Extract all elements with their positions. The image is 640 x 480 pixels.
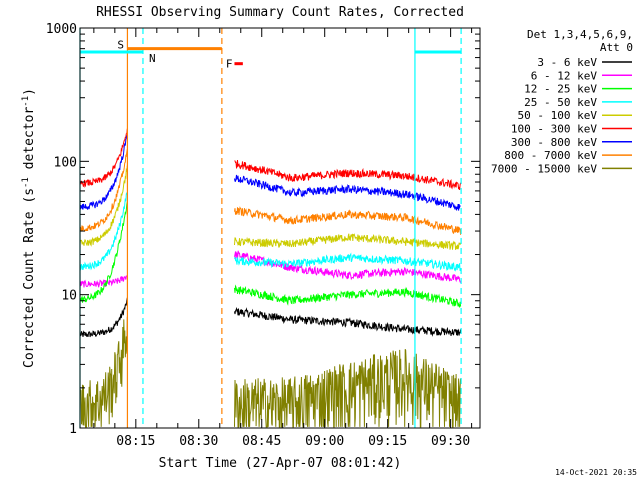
y-tick-label: 1000 — [46, 22, 77, 37]
series-line — [234, 159, 462, 190]
series-line — [79, 275, 128, 288]
series-line — [79, 297, 128, 338]
series-line — [79, 316, 128, 428]
series-line — [234, 348, 462, 428]
legend-header-attenuator: Att 0 — [600, 41, 633, 54]
legend-entry-label: 6 - 12 keV — [531, 69, 598, 82]
series-line — [234, 206, 462, 235]
legend-header-detectors: Det 1,3,4,5,6,9, — [527, 28, 633, 41]
series-line — [234, 250, 461, 283]
x-tick-label: 09:00 — [305, 434, 344, 449]
series-line — [79, 191, 128, 271]
y-axis-label: Corrected Count Rate (s-1 detector-1) — [21, 88, 37, 368]
annotation-label: S — [117, 39, 124, 52]
series-line — [234, 284, 462, 308]
legend-entry-label: 800 - 7000 keV — [504, 149, 597, 162]
legend-entry-label: 100 - 300 keV — [511, 123, 597, 136]
y-tick-label: 1 — [69, 422, 77, 437]
annotation-label: F — [226, 58, 233, 71]
series-line — [234, 233, 462, 250]
y-tick-label: 10 — [61, 289, 77, 304]
legend-entry-label: 50 - 100 keV — [518, 109, 598, 122]
footer-timestamp: 14-Oct-2021 20:35 — [555, 468, 637, 477]
series-line — [79, 165, 128, 247]
series-line — [234, 174, 461, 211]
x-tick-label: 08:30 — [179, 434, 218, 449]
series-line — [79, 201, 128, 303]
legend-entry-label: 3 - 6 keV — [537, 56, 597, 69]
series-line — [234, 252, 462, 272]
x-tick-label: 09:15 — [368, 434, 407, 449]
legend-entry-label: 12 - 25 keV — [524, 83, 597, 96]
data-layer — [79, 128, 462, 428]
y-tick-label: 100 — [54, 155, 77, 170]
x-tick-label: 09:30 — [431, 434, 470, 449]
series-line — [79, 128, 128, 188]
x-tick-label: 08:45 — [242, 434, 281, 449]
legend-entry-label: 7000 - 15000 keV — [491, 162, 597, 175]
series-line — [79, 149, 128, 232]
x-axis-label: Start Time (27-Apr-07 08:01:42) — [159, 456, 402, 471]
x-tick-label: 08:15 — [116, 434, 155, 449]
series-line — [234, 306, 462, 337]
legend-entry-label: 300 - 800 keV — [511, 136, 597, 149]
series-line — [79, 135, 128, 210]
plot-frame — [79, 27, 481, 429]
legend-entry-label: 25 - 50 keV — [524, 96, 597, 109]
annotation-label: N — [149, 52, 156, 65]
axis-layer: 1 10 100 1000 08:15 08:30 08:45 09:00 09:15 09:30 — [46, 22, 480, 449]
chart-title: RHESSI Observing Summary Count Rates, Co… — [96, 5, 464, 20]
